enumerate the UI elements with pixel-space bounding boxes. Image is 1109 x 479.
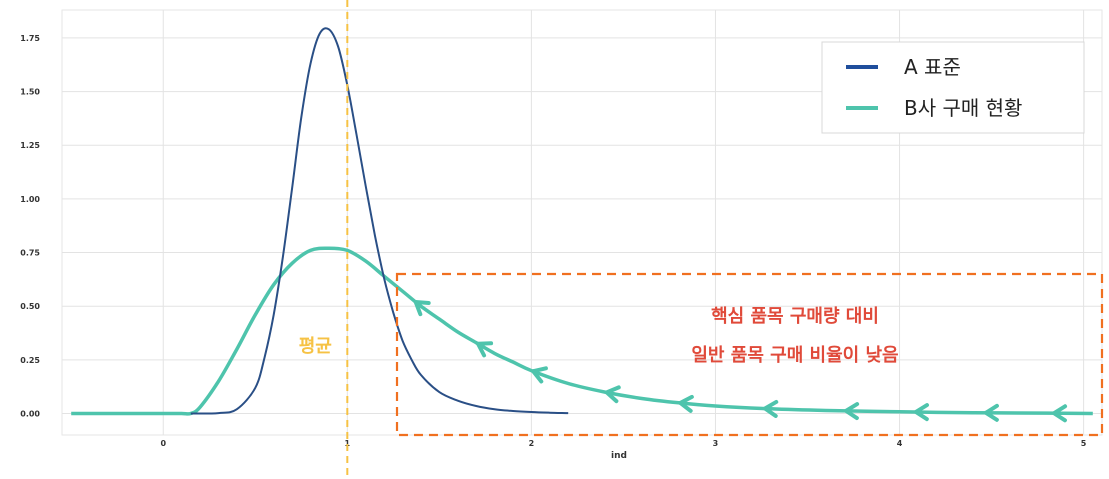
highlight-box-group: [395, 272, 1104, 437]
y-tick-labels: 0.00 0.25 0.50 0.75 1.00 1.25 1.50 1.75: [20, 34, 40, 419]
x-axis-label: ind: [611, 451, 627, 461]
arrow-icon: [678, 394, 694, 413]
arrow-icon: [983, 403, 999, 422]
x-tick-label: 1: [345, 439, 351, 448]
arrow-icon: [604, 385, 621, 404]
mean-label: 평균: [299, 336, 332, 357]
legend: A 표준 B사 구매 현황: [821, 41, 1085, 134]
x-tick-labels: 0 1 2 3 4 5: [160, 439, 1086, 448]
arrow-icon: [1052, 404, 1068, 423]
highlight-box: [395, 272, 1104, 437]
y-tick-label: 1.00: [20, 195, 40, 204]
y-tick-label: 0.25: [20, 356, 40, 365]
annotation-line-2: 일반 품목 구매 비율이 낮음: [691, 345, 898, 366]
series-a-line: [190, 27, 569, 415]
x-tick-label: 2: [529, 439, 535, 448]
arrow-icon: [476, 341, 494, 358]
legend-box: [821, 41, 1085, 134]
legend-label-a: A 표준: [904, 55, 961, 79]
annotation-line-1: 핵심 품목 구매량 대비: [711, 306, 879, 327]
series-lines: [71, 27, 1093, 416]
x-tick-label: 4: [897, 439, 903, 448]
arrow-icon: [763, 399, 779, 418]
arrow-icon: [413, 300, 431, 317]
arrow-icon: [913, 403, 929, 422]
y-tick-label: 0.50: [20, 302, 40, 311]
y-tick-label: 1.50: [20, 88, 40, 97]
x-tick-label: 3: [713, 439, 719, 448]
x-tick-label: 0: [160, 439, 166, 448]
y-tick-label: 0.75: [20, 249, 40, 258]
y-tick-label: 1.75: [20, 34, 40, 43]
arrow-icon: [844, 402, 860, 421]
legend-label-b: B사 구매 현황: [904, 96, 1022, 120]
arrows: [413, 300, 1068, 423]
y-tick-label: 1.25: [20, 141, 40, 150]
arrow-icon: [531, 366, 548, 384]
x-tick-label: 5: [1081, 439, 1087, 448]
y-tick-label: 0.00: [20, 410, 40, 419]
series-b-line: [71, 246, 1093, 416]
